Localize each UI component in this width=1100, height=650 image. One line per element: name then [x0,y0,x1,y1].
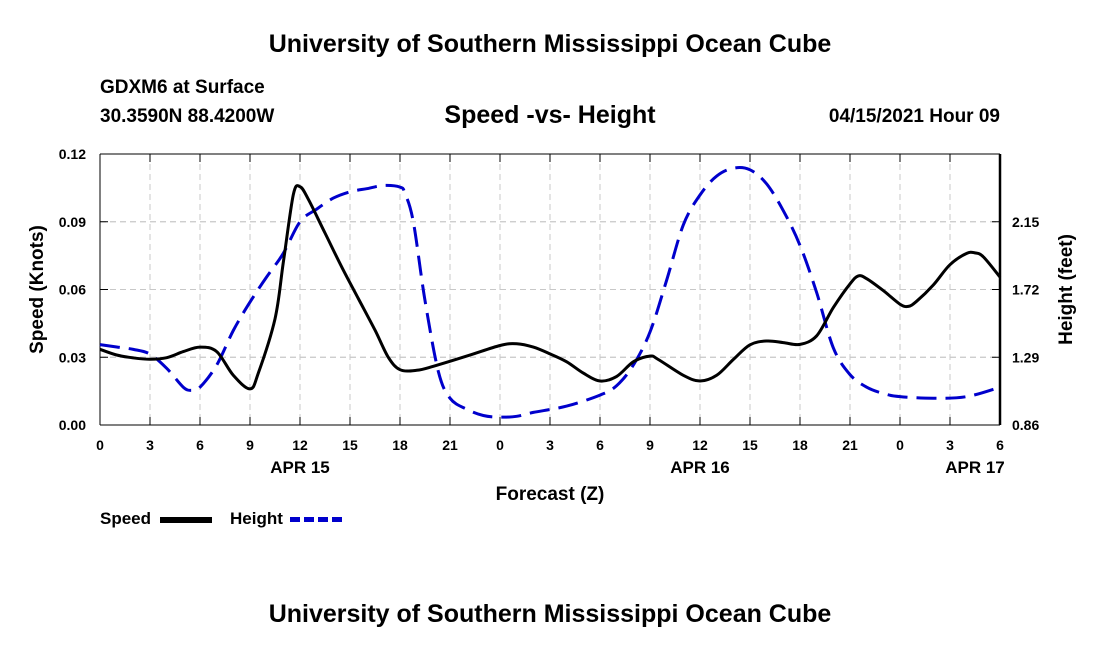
legend-speed-label: Speed [100,509,152,528]
x-tick-label: 3 [946,437,954,453]
height-series-line [99,166,1001,419]
bottom-title: University of Southern Mississippi Ocean… [268,600,832,628]
axis-ticks [99,153,1001,426]
y-axis-title-right: Height (feet) [1056,234,1077,345]
axis-labels: 0 3 6 9 12 15 18 21 0 3 6 9 12 15 18 21 0 3 6 0.00 0.03 0.06 0… [27,146,1077,505]
y-tick-label-left: 0.09 [59,214,86,230]
x-tick-label: 9 [246,437,254,453]
y-tick-label-left: 0.03 [59,349,86,365]
y-tick-label-right: 2.15 [1012,214,1039,230]
legend-height-label: Height [230,509,283,528]
x-tick-label: 6 [196,437,204,453]
x-tick-label: 3 [146,437,154,453]
x-tick-label: 9 [646,437,654,453]
x-tick-label: 18 [792,437,808,453]
legend-height-swatch [290,517,342,522]
series-layer [99,166,1002,419]
y-axis-title-left: Speed (Knots) [27,225,48,354]
x-tick-label: 6 [996,437,1004,453]
x-tick-label: 0 [96,437,104,453]
x-tick-label: 3 [546,437,554,453]
y-tick-label-left: 0.00 [59,417,86,433]
station-label: GDXM6 at Surface [100,77,265,98]
chart-title: Speed -vs- Height [444,101,656,129]
run-time-label: 04/15/2021 Hour 09 [828,106,1000,127]
x-tick-label: 21 [442,437,458,453]
date-label: APR 16 [670,458,730,477]
x-tick-label: 0 [496,437,504,453]
coordinates-label: 30.3590N 88.4200W [100,106,275,127]
x-tick-label: 0 [896,437,904,453]
grid-layer [100,154,1000,425]
legend-speed-swatch [160,517,212,523]
speed-series-line [99,184,1002,391]
x-tick-label: 6 [596,437,604,453]
x-axis-title: Forecast (Z) [496,484,605,505]
x-tick-label: 12 [292,437,308,453]
y-tick-label-right: 0.86 [1012,417,1039,433]
date-label: APR 17 [945,458,1005,477]
x-tick-label: 15 [742,437,758,453]
x-tick-label: 15 [342,437,358,453]
x-tick-label: 12 [692,437,708,453]
y-tick-label-right: 1.72 [1012,282,1039,298]
date-label: APR 15 [270,458,330,477]
x-tick-label: 18 [392,437,408,453]
y-tick-label-left: 0.06 [59,282,86,298]
y-tick-label-left: 0.12 [59,146,86,162]
y-tick-label-right: 1.29 [1012,349,1039,365]
top-title: University of Southern Mississippi Ocean… [268,30,832,58]
x-tick-label: 21 [842,437,858,453]
